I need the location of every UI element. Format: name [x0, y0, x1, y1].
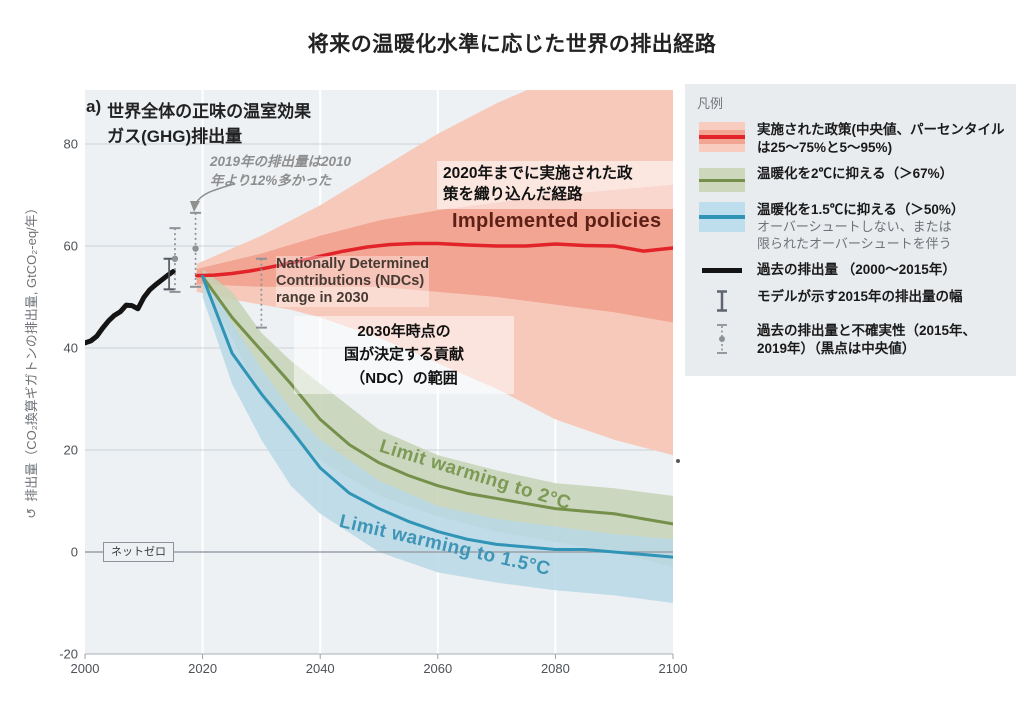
panel-label: a) 世界全体の正味の温室効果 ガス(GHG)排出量 [86, 97, 311, 147]
error-bar [169, 227, 181, 293]
y-tick-label: 60 [64, 239, 78, 254]
green-band-swatch [699, 168, 745, 193]
legend-panel: 凡例 実施された政策(中央値、パーセンタイル は25～75%と5～95%) 温暖… [685, 84, 1016, 377]
green-line-swatch [699, 178, 745, 182]
annotation-implemented-policies-en: Implemented policies [452, 210, 662, 232]
y-tick-label: 0 [71, 545, 78, 560]
legend-item-model-range: モデルが示す2015年の排出量の幅 [697, 288, 1006, 313]
x-tick-label: 2000 [71, 661, 100, 676]
series-line [85, 269, 176, 346]
legend-item-implemented-policies: 実施された政策(中央値、パーセンタイル は25～75%と5～95%) [697, 121, 1006, 156]
x-tick-label: 2060 [423, 661, 452, 676]
x-tick-label: 2100 [659, 661, 688, 676]
red-band-swatch [699, 122, 745, 152]
annotation-implemented-policies-jp: 2020年までに実施された政 策を織り込んだ経路 [437, 161, 711, 209]
legend-item-label: 温暖化を2℃に抑える（＞67%） [757, 166, 954, 182]
band [202, 268, 673, 568]
black-line-swatch [702, 268, 742, 274]
annotation-arrowhead [190, 201, 200, 212]
panel-title: 世界全体の正味の温室効果 ガス(GHG)排出量 [107, 102, 312, 146]
legend-item-historical-uncertainty: 過去の排出量と不確実性（2015年、 2019年）（黒点は中央値） [697, 322, 1006, 357]
series-line [201, 275, 673, 559]
legend-item-label-main: 温暖化を1.5℃に抑える（＞50%） [757, 202, 965, 218]
y-tick-label: 40 [64, 341, 78, 356]
series-line [194, 241, 673, 278]
y-axis-label-text: 排出量（CO₂換算ギガトンの排出量, GtCO₂-eq/年） [24, 201, 39, 502]
series-line [201, 275, 673, 526]
legend-item-label: 過去の排出量と不確実性（2015年、 2019年）（黒点は中央値） [757, 322, 977, 356]
blue-line-swatch [699, 215, 745, 219]
legend-item-label: モデルが示す2015年の排出量の幅 [757, 288, 963, 304]
legend-item-label: 過去の排出量 （2000～2015年） [757, 262, 956, 278]
x-tick-label: 2020 [188, 661, 217, 676]
stray-dot [676, 459, 680, 463]
median-dot [171, 255, 179, 262]
legend-item-sublabel: オーバーシュートしない、または 限られたオーバーシュートを伴う [757, 218, 952, 251]
annotation-arrow [195, 183, 235, 204]
x-tick-label: 2040 [306, 661, 335, 676]
legend-item-limit-1-5c: 温暖化を1.5℃に抑える（＞50%） オーバーシュートしない、または 限られたオ… [697, 201, 1006, 252]
y-tick-label: -20 [59, 647, 78, 662]
error-bar [255, 257, 267, 329]
annotation-ndc-jp: 2030年時点の 国が決定する貢献 （NDC）の範囲 [294, 316, 514, 394]
band [196, 184, 673, 323]
panel-letter: a) [86, 97, 102, 116]
y-tick-label: 80 [64, 137, 78, 152]
blue-band-swatch [699, 202, 745, 233]
emissions-axis-icon: ↺ [24, 507, 39, 519]
annotation-2019-note: 2019年の排出量は2010 年より12%多かった [210, 154, 352, 188]
dashed-error-bar-icon [717, 324, 727, 354]
legend-item-label: 温暖化を1.5℃に抑える（＞50%） オーバーシュートしない、または 限られたオ… [757, 201, 964, 252]
legend-item-limit-2c: 温暖化を2℃に抑える（＞67%） [697, 165, 1006, 193]
net-zero-label: ネットゼロ [103, 542, 174, 563]
legend-item-label: 実施された政策(中央値、パーセンタイル は25～75%と5～95%) [757, 122, 1005, 155]
annotation-ndc-en: Nationally Determined Contributions (NDC… [276, 256, 430, 308]
y-tick-label: 20 [64, 443, 78, 458]
x-tick-label: 2080 [541, 661, 570, 676]
median-dot [192, 245, 199, 252]
y-axis-label: ↺ 排出量（CO₂換算ギガトンの排出量, GtCO₂-eq/年） [21, 120, 39, 600]
error-bar-icon [717, 290, 727, 312]
error-bar [190, 211, 202, 288]
legend-item-historical: 過去の排出量 （2000～2015年） [697, 261, 1006, 279]
figure-title: 将来の温暖化水準に応じた世界の排出経路 [307, 33, 717, 56]
red-line-swatch [699, 135, 745, 139]
legend-title: 凡例 [697, 96, 724, 111]
